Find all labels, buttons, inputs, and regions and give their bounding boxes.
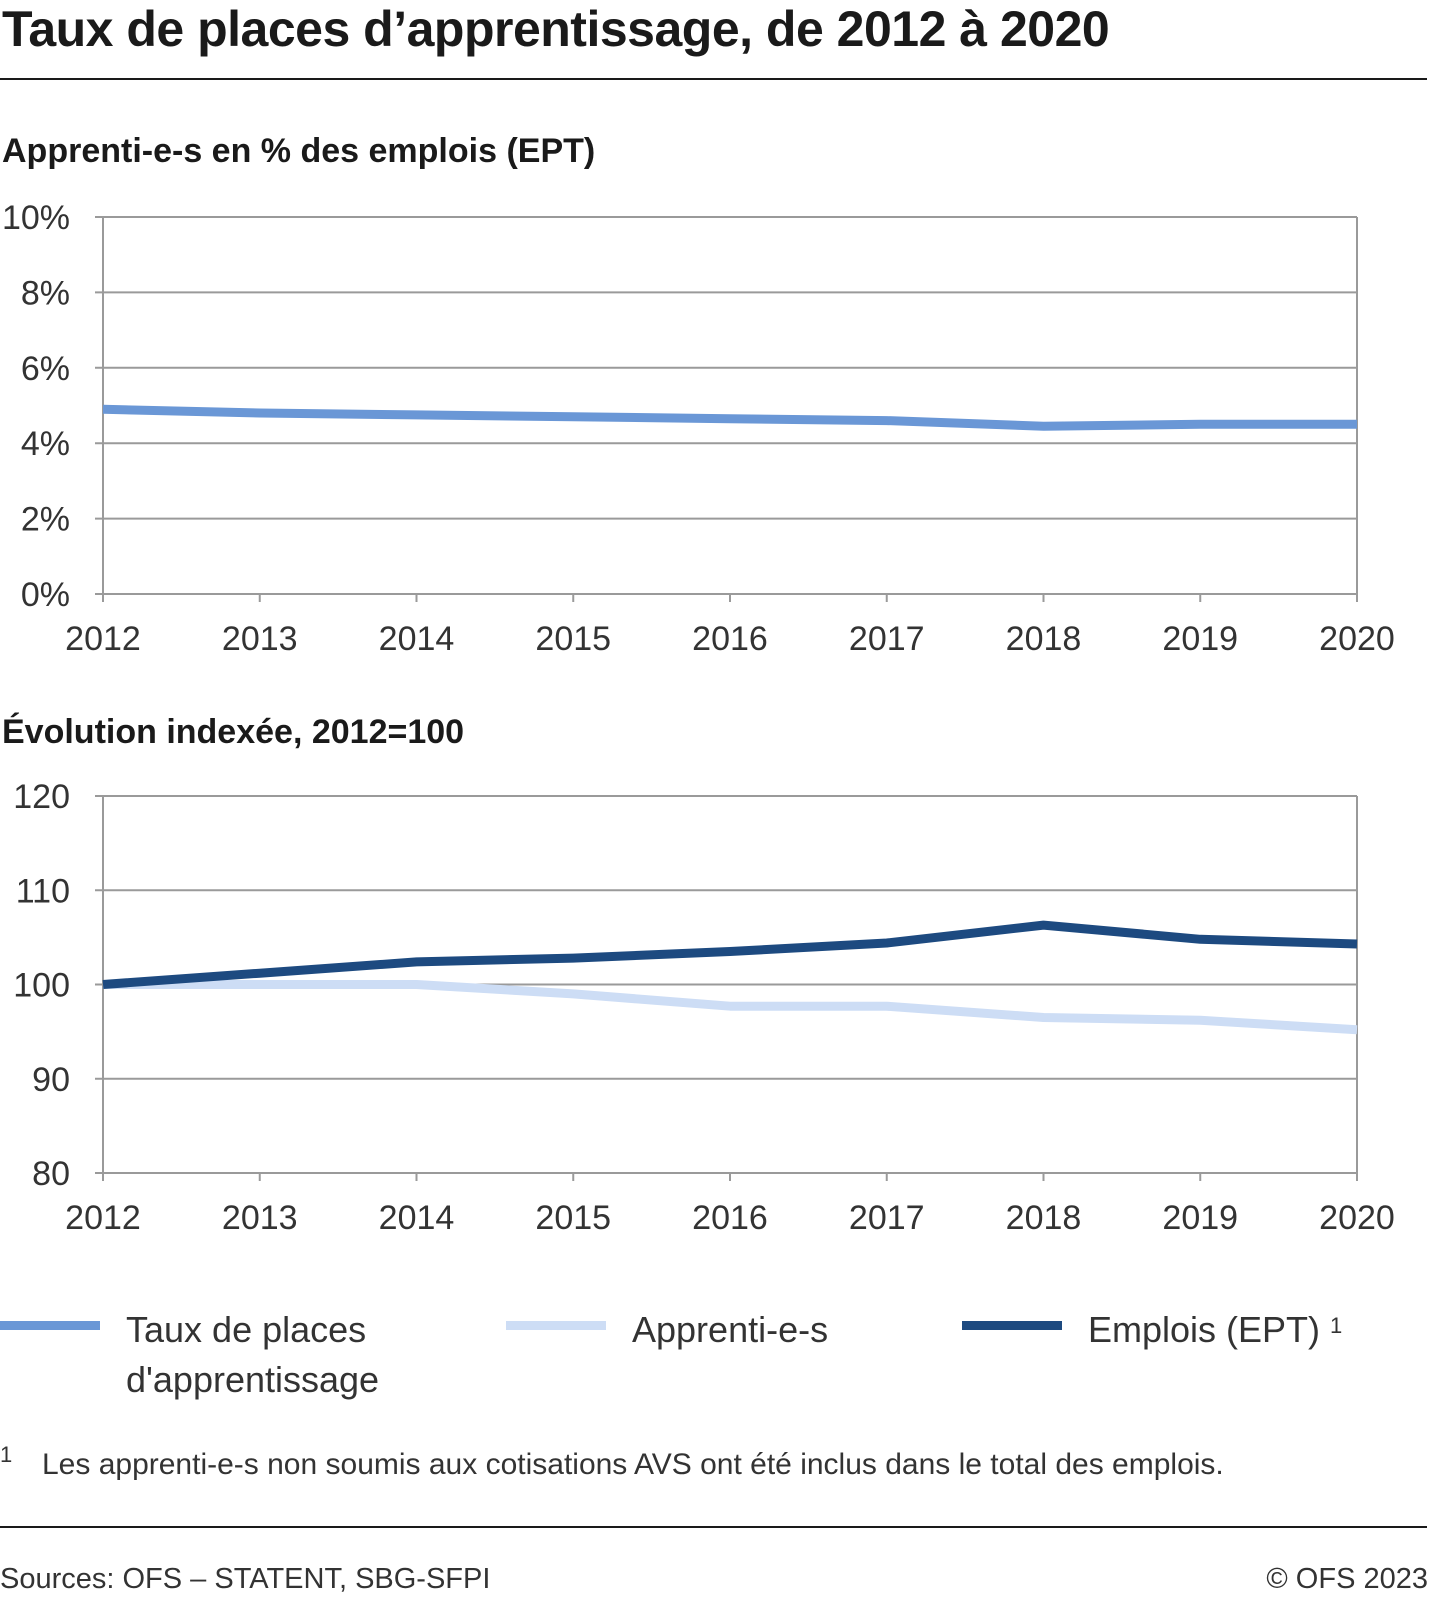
x-tick-label: 2016: [692, 1199, 768, 1237]
source-text: Sources: OFS – STATENT, SBG-SFPI: [0, 1563, 491, 1595]
series-line-apprentis: [103, 980, 1358, 1035]
x-tick-label: 2014: [379, 620, 455, 658]
y-tick-label: 4%: [21, 425, 70, 463]
chart-index: 80 90 100 110 120 2012 2013 2014 2015 2016 2017 201…: [13, 778, 1395, 1237]
x-tick-label: 2013: [222, 620, 298, 658]
legend-swatch-taux: [0, 1321, 100, 1330]
x-tick-label: 2020: [1319, 1199, 1395, 1237]
chart2-title: Évolution indexée, 2012=100: [2, 713, 465, 751]
y-tick-label: 2%: [21, 501, 70, 539]
x-tick-label: 2019: [1162, 1199, 1238, 1237]
legend-swatch-emplois: [962, 1321, 1062, 1330]
footnote-mark: 1: [0, 1442, 13, 1467]
footer-divider: [0, 1526, 1427, 1528]
y-tick-label: 80: [32, 1155, 70, 1193]
x-tick-label: 2018: [1006, 1199, 1082, 1237]
title-divider: [0, 78, 1427, 80]
x-tick-label: 2017: [849, 620, 925, 658]
chart1-title: Apprenti-e-s en % des emplois (EPT): [2, 132, 596, 170]
x-tick-label: 2020: [1319, 620, 1395, 658]
x-tick-label: 2016: [692, 620, 768, 658]
x-tick-label: 2018: [1006, 620, 1082, 658]
y-tick-label: 6%: [21, 350, 70, 388]
y-tick-label: 8%: [21, 274, 70, 312]
chart-rate: 0% 2% 4% 6% 8% 10% 2012 2013 2014 2015 2016 2017 201…: [2, 199, 1395, 658]
x-tick-label: 2015: [535, 1199, 611, 1237]
series-line-emplois: [102, 920, 1358, 989]
legend-label-apprentis: Apprenti-e-s: [632, 1309, 829, 1350]
legend-footnote-mark: 1: [1330, 1313, 1343, 1338]
y-tick-label: 0%: [21, 576, 70, 614]
page-title: Taux de places d’apprentissage, de 2012 …: [2, 1, 1110, 57]
y-tick-label: 90: [32, 1061, 70, 1099]
legend-label-emplois: Emplois (EPT) 1: [1088, 1309, 1343, 1350]
legend-swatch-apprentis: [506, 1321, 606, 1330]
y-tick-label: 10%: [2, 199, 70, 237]
x-tick-label: 2012: [65, 620, 141, 658]
legend-label-taux: Taux de places d'apprentissage: [126, 1309, 380, 1400]
x-tick-label: 2012: [65, 1199, 141, 1237]
footnote-text: Les apprenti-e-s non soumis aux cotisati…: [42, 1448, 1224, 1481]
y-tick-label: 110: [16, 872, 70, 910]
x-tick-label: 2019: [1162, 620, 1238, 658]
y-tick-label: 120: [13, 778, 70, 816]
x-tick-label: 2015: [535, 620, 611, 658]
series-line-taux: [102, 404, 1357, 431]
y-tick-label: 100: [13, 967, 70, 1005]
x-tick-label: 2017: [849, 1199, 925, 1237]
x-tick-label: 2013: [222, 1199, 298, 1237]
x-tick-label: 2014: [379, 1199, 455, 1237]
copyright-text: © OFS 2023: [1266, 1563, 1428, 1595]
